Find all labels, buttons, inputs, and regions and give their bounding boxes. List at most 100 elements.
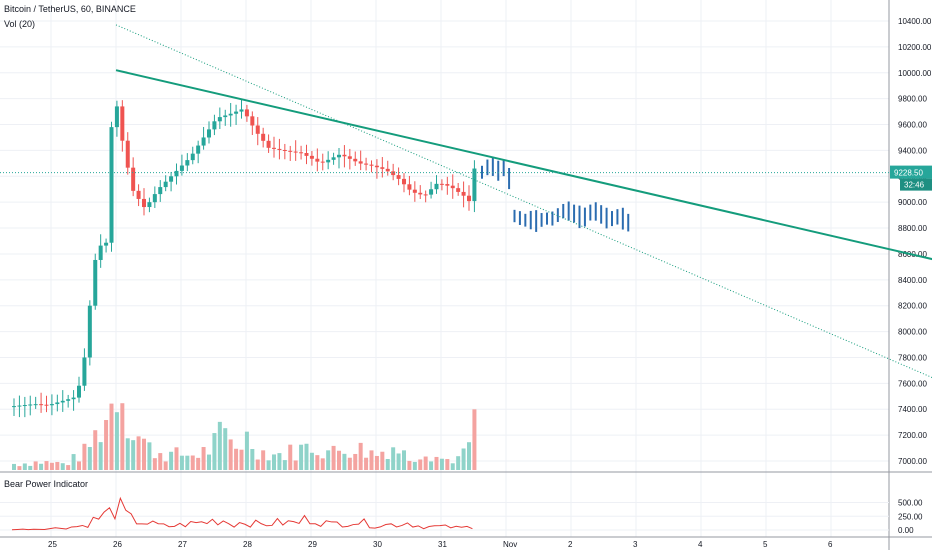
time-tick-label: 27 (178, 540, 187, 549)
volume-bar (66, 465, 71, 470)
candle-body (282, 149, 287, 151)
volume-bar (185, 455, 190, 470)
volume-legend[interactable]: Vol (20) (4, 19, 36, 29)
volume-bar (77, 461, 81, 470)
price-tick-label: 10400.00 (898, 17, 932, 26)
volume-bar (201, 447, 206, 470)
volume-bar (82, 443, 87, 470)
candle-body (456, 188, 461, 192)
trendline-solid[interactable] (115, 69, 932, 264)
volume-bar (142, 438, 146, 470)
volume-bar (104, 420, 109, 470)
candle-body (104, 242, 109, 246)
volume-bar (261, 450, 266, 470)
time-tick-label: 2 (568, 540, 573, 549)
candle-body (250, 116, 255, 126)
volume-bar (407, 460, 412, 470)
volume-bar (272, 454, 276, 470)
volume-bar (49, 462, 54, 470)
candle-body (169, 176, 174, 182)
volume-bar (223, 428, 228, 470)
candle-body (396, 175, 401, 179)
volume-bar (120, 403, 125, 470)
price-tick-label: 9800.00 (898, 95, 927, 104)
candle-body (450, 185, 455, 189)
candle-body (472, 168, 477, 202)
time-tick-label: 31 (438, 540, 447, 549)
volume-bar (456, 456, 461, 470)
candle-body (445, 184, 450, 186)
symbol-title[interactable]: Bitcoin / TetherUS, 60, BINANCE (4, 4, 136, 14)
price-tick-label: 9400.00 (898, 146, 927, 155)
candle-body (120, 106, 125, 141)
price-tick-label: 9000.00 (898, 198, 927, 207)
volume-bar (347, 457, 352, 470)
candle-body (412, 189, 417, 193)
volume-bar (353, 453, 358, 470)
volume-bar (98, 442, 103, 470)
volume-bar (434, 456, 439, 470)
candle-body (288, 150, 293, 152)
time-tick-label: 28 (243, 540, 252, 549)
candle-body (299, 152, 304, 154)
candle-body (109, 127, 114, 243)
volume-bar (412, 461, 417, 470)
candle-body (82, 357, 87, 386)
candle-body (293, 151, 298, 153)
volume-bar (461, 448, 466, 470)
candle-body (71, 397, 76, 400)
volume-bar (277, 453, 282, 470)
candle-body (22, 405, 27, 407)
volume-bar (337, 450, 341, 470)
candle-body (212, 121, 217, 130)
price-tick-label: 8400.00 (898, 276, 927, 285)
volume-bar (174, 447, 179, 470)
volume-bar (445, 459, 450, 470)
volume-bar (131, 440, 136, 470)
candle-body (217, 117, 222, 122)
countdown-box (900, 178, 932, 191)
candle-body (304, 153, 309, 156)
candle-body (439, 183, 444, 185)
price-tick-label: 10200.00 (898, 43, 932, 52)
candle-body (326, 159, 331, 163)
candle-body (255, 125, 260, 134)
price-tick-label: 8000.00 (898, 328, 927, 337)
candle-body (93, 259, 98, 306)
candle-body (60, 400, 65, 403)
candle-body (17, 405, 22, 407)
volume-bar (39, 463, 44, 470)
price-tick-label: 7000.00 (898, 457, 927, 466)
candle-body (261, 133, 266, 141)
candle-body (33, 404, 38, 406)
price-marker-box[interactable] (890, 165, 932, 179)
time-tick-label: 25 (48, 540, 57, 549)
time-tick-label: 3 (633, 540, 638, 549)
volume-bar (44, 461, 49, 470)
candle-body (364, 163, 369, 165)
volume-bar (22, 463, 27, 470)
trendline-dotted[interactable] (115, 24, 932, 387)
candle-body (342, 154, 347, 157)
volume-bar (169, 451, 174, 470)
candle-body (55, 402, 60, 405)
volume-bar (55, 461, 60, 470)
volume-bar (136, 436, 141, 470)
candle-body (12, 406, 16, 408)
volume-bar (439, 458, 444, 470)
candle-body (49, 404, 54, 406)
candle-body (28, 404, 33, 406)
candle-body (196, 145, 201, 154)
time-tick-label: 5 (763, 540, 768, 549)
volume-bar (12, 463, 16, 470)
candle-body (418, 192, 423, 195)
indicator-tick-label: 0.00 (898, 526, 914, 535)
indicator-legend[interactable]: Bear Power Indicator (4, 479, 89, 489)
candle-body (369, 164, 374, 166)
volume-bar (288, 444, 293, 470)
indicator-line (11, 496, 473, 531)
candle-body (320, 161, 325, 163)
candle-body (266, 140, 271, 148)
volume-bar (374, 455, 379, 470)
